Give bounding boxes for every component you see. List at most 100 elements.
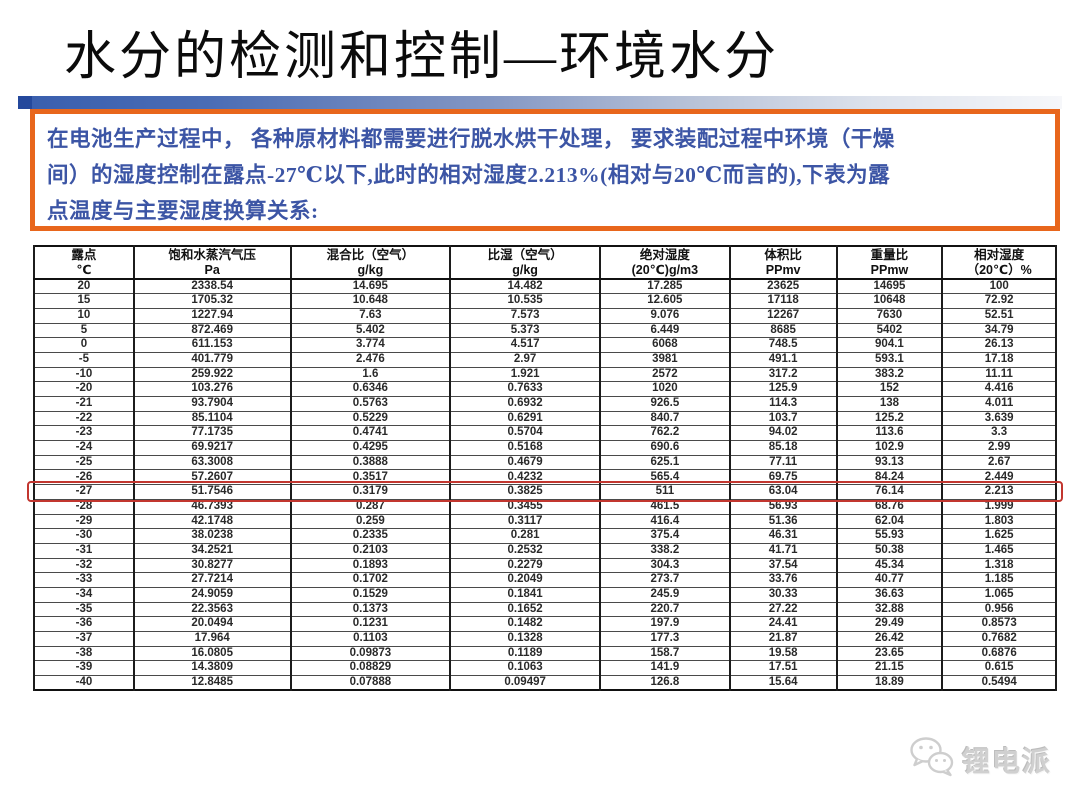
table-cell: 0.2335 [289,528,452,544]
table-cell: 0.5704 [449,425,601,442]
table-cell: 23625 [728,278,838,295]
table-cell: 24.9059 [132,586,292,603]
table-cell: 748.5 [728,337,838,353]
table-row: -36 20.0494 0.1231 0.1482 197.9 24.41 29.49 0.8… [33,616,1057,632]
table-cell: -37 [33,631,135,647]
table-cell: 0.07888 [289,675,452,691]
title-underline-bar [18,96,1062,109]
table-cell: 77.11 [728,454,838,471]
table-cell: 0.1482 [449,616,601,632]
table-cell: 0.5763 [289,396,452,412]
table-cell: 30.8277 [132,557,292,574]
table-cell: 565.4 [598,469,731,486]
table-row: 5 872.469 5.402 5.373 6.449 8685 5402 34.79 [33,322,1057,339]
table-cell: 245.9 [598,586,731,603]
table-cell: 926.5 [598,396,731,412]
table-cell: -28 [33,498,135,515]
table-cell: 84.24 [835,469,944,486]
table-cell: 85.18 [728,440,838,456]
table-cell: 57.2607 [132,469,292,486]
table-row: -23 77.1735 0.4741 0.5704 762.2 94.02 113.6 3.3 [33,425,1057,442]
table-cell: 14695 [835,278,944,295]
column-header: 露点 ℃ [33,245,135,280]
table-cell: 0.1189 [449,645,601,662]
table-cell: 0.615 [941,660,1057,677]
table-cell: 0.3117 [449,513,601,530]
table-cell: 1.465 [941,542,1057,559]
table-cell: -34 [33,586,135,603]
table-row: -30 38.0238 0.2335 0.281 375.4 46.31 55.93 1.62… [33,528,1057,544]
table-cell: 0.287 [289,498,452,515]
table-row: -32 30.8277 0.1893 0.2279 304.3 37.54 45.34 1.3… [33,557,1057,574]
table-cell: 10648 [835,293,944,309]
table-row: -5 401.779 2.476 2.97 3981 491.1 593.1 17.18 [33,351,1057,368]
table-row: -34 24.9059 0.1529 0.1841 245.9 30.33 36.63 1.0… [33,586,1057,603]
table-cell: -21 [33,396,135,412]
intro-box: 在电池生产过程中， 各种原材料都需要进行脱水烘干处理， 要求装配过程中环境（干燥… [30,109,1060,231]
table-cell: 401.779 [132,351,292,368]
table-cell: 904.1 [835,337,944,353]
table-cell: 45.34 [835,557,944,574]
table-cell: 0.6932 [449,396,601,412]
humidity-conversion-table: 露点 ℃ 饱和水蒸汽气压 Pa 混合比（空气） g/kg 比湿（空气） g/kg 绝对湿度 (20… [33,245,1057,692]
table-cell: 690.6 [598,440,731,456]
table-cell: 1.999 [941,498,1057,515]
table-body: 20 2338.54 14.695 14.482 17.285 23625 14695 100… [33,278,1057,691]
table-cell: 0.1103 [289,631,452,647]
table-cell: 0.2279 [449,557,601,574]
table-row: -24 69.9217 0.4295 0.5168 690.6 85.18 102.9 2.9… [33,440,1057,456]
table-cell: -27 [33,484,135,500]
table-cell: 9.076 [598,307,731,324]
table-cell: 63.3008 [132,454,292,471]
table-cell: 2.476 [289,351,452,368]
table-cell: 1.803 [941,513,1057,530]
table-cell: 1.065 [941,586,1057,603]
table-cell: 7.573 [449,307,601,324]
table-cell: 17118 [728,293,838,309]
column-header: 混合比（空气） g/kg [289,245,452,280]
watermark-logo-text: 锂电派 [962,745,1053,777]
table-cell: 158.7 [598,645,731,662]
table-cell: 2.67 [941,454,1057,471]
table-row: 10 1227.94 7.63 7.573 9.076 12267 7630 52.51 [33,307,1057,324]
table-cell: -25 [33,454,135,471]
table-cell: 0.2103 [289,542,452,559]
table-row: 0 611.153 3.774 4.517 6068 748.5 904.1 26.13 [33,337,1057,353]
table-cell: 152 [835,381,944,397]
table-row: 15 1705.32 10.648 10.535 12.605 17118 10648 72.… [33,293,1057,309]
table-cell: -33 [33,572,135,588]
table-cell: 0.1328 [449,631,601,647]
table-cell: -39 [33,660,135,677]
table-cell: 0.2532 [449,542,601,559]
table-cell: 77.1735 [132,425,292,442]
table-cell: 1.318 [941,557,1057,574]
table-cell: 593.1 [835,351,944,368]
table-cell: 76.14 [835,484,944,500]
table-cell: 10 [33,307,135,324]
table-cell: 0.956 [941,601,1057,618]
table-cell: 0.3179 [289,484,452,500]
table-cell: -5 [33,351,135,368]
table-header-row: 露点 ℃ 饱和水蒸汽气压 Pa 混合比（空气） g/kg 比湿（空气） g/kg 绝对湿度 (20… [33,245,1057,280]
table-cell: 0 [33,337,135,353]
table-cell: 383.2 [835,366,944,383]
table-cell: 68.76 [835,498,944,515]
table-cell: -32 [33,557,135,574]
table-cell: 0.09497 [449,675,601,691]
table-cell: 0.1893 [289,557,452,574]
table-cell: 0.3888 [289,454,452,471]
table-cell: 138 [835,396,944,412]
table-cell: -38 [33,645,135,662]
table-cell: 1227.94 [132,307,292,324]
table-cell: 0.1373 [289,601,452,618]
table-cell: -24 [33,440,135,456]
table-cell: 24.41 [728,616,838,632]
table-cell: 0.4295 [289,440,452,456]
table-cell: 3.639 [941,410,1057,427]
table-cell: 16.0805 [132,645,292,662]
table-cell: 17.51 [728,660,838,677]
table-cell: -36 [33,616,135,632]
table-cell: 52.51 [941,307,1057,324]
table-cell: 0.1841 [449,586,601,603]
table-cell: 103.276 [132,381,292,397]
